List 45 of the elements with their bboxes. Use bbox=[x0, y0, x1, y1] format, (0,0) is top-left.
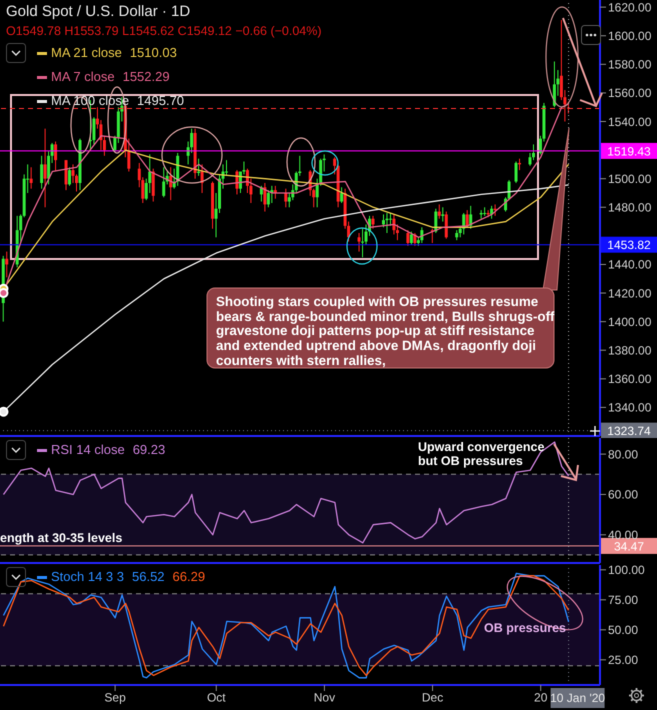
y-tick-label: 1380.00 bbox=[608, 343, 652, 358]
annotation: OB pressures bbox=[484, 621, 567, 636]
y-tick-label: 1400.00 bbox=[608, 314, 652, 329]
annotation: Upward convergence but OB pressures bbox=[418, 440, 546, 468]
x-tick-label: Nov bbox=[314, 690, 336, 705]
annotation: 69.23 bbox=[132, 442, 166, 457]
y-tick-label: 1340.00 bbox=[608, 400, 652, 415]
y-tick-label: 1620.00 bbox=[608, 0, 652, 14]
annotation: 66.29 bbox=[172, 569, 206, 584]
annotation: Shooting stars coupled with OB pressures resume bears & range-bounded minor trend, Bulls shrugs-off gravestone doji patterns pop-up at stiff resistance and extended uptrend above DMAs, dragonfly doji counters with stern rallies, bbox=[216, 294, 556, 369]
x-tick-label: Dec bbox=[422, 690, 444, 705]
y-tick-label: 1420.00 bbox=[608, 286, 652, 300]
y-tick-label: 60.00 bbox=[608, 488, 638, 502]
y-tick-label: 80.00 bbox=[608, 447, 638, 462]
y-tick-label: 1360.00 bbox=[608, 372, 652, 386]
annotation: 1510.03 bbox=[130, 45, 177, 60]
ref-line-label: 10 Jan '20 bbox=[550, 691, 606, 705]
x-tick-label: Sep bbox=[104, 690, 126, 705]
x-tick-label: 20 bbox=[534, 690, 548, 705]
y-tick-label: 1440.00 bbox=[608, 258, 652, 272]
x-tick-label: Oct bbox=[206, 690, 226, 705]
y-tick-label: 1540.00 bbox=[608, 114, 652, 129]
ref-line-label: 1323.74 bbox=[607, 424, 652, 438]
annotation: 56.52 bbox=[132, 569, 165, 584]
y-tick-label: 1560.00 bbox=[608, 86, 652, 100]
ref-line-label: 1519.43 bbox=[607, 144, 652, 158]
y-tick-label: 1500.00 bbox=[608, 172, 652, 186]
y-tick-label: 50.00 bbox=[608, 623, 638, 638]
legend-label: MA 7 close bbox=[51, 69, 115, 84]
legend-label: Stoch 14 3 3 bbox=[51, 569, 124, 584]
ref-line-label: 34.47 bbox=[614, 539, 644, 554]
legend-label: RSI 14 close bbox=[51, 442, 125, 457]
y-tick-label: 1600.00 bbox=[608, 29, 652, 43]
annotation: ength at 30-35 levels bbox=[0, 531, 124, 546]
annotation: 1552.29 bbox=[122, 69, 170, 84]
chart-title: Gold Spot / U.S. Dollar · 1D bbox=[6, 3, 190, 20]
y-tick-label: 1580.00 bbox=[608, 58, 652, 72]
y-tick-label: 1480.00 bbox=[608, 200, 652, 215]
ref-line-label: 1453.82 bbox=[607, 238, 652, 252]
y-tick-label: 75.00 bbox=[608, 593, 638, 608]
y-tick-label: 100.00 bbox=[608, 563, 646, 578]
legend-label: MA 21 close bbox=[51, 45, 122, 60]
y-tick-label: 25.00 bbox=[608, 653, 638, 668]
text: O1549.78 H1553.79 L1545.62 C1549.12 −0.66 (−0.04%) bbox=[6, 24, 322, 38]
annotation: 1495.70 bbox=[137, 93, 184, 108]
